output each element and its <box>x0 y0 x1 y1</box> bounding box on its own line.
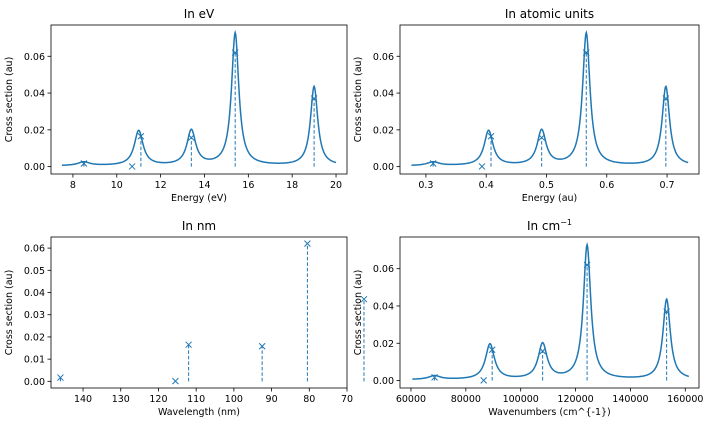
stick-marker <box>310 95 318 102</box>
stick-marker <box>663 308 670 315</box>
x-tick-label: 0.6 <box>599 180 614 191</box>
y-tick-label: 0.00 <box>24 162 45 173</box>
y-tick-label: 0.06 <box>373 264 394 275</box>
y-tick-label: 0.00 <box>373 162 394 173</box>
stick-marker <box>128 163 136 170</box>
spectrum-line <box>412 241 690 380</box>
subplot-4: In cm−160000 80000 100000 120000 140000 16000… <box>353 218 703 418</box>
stick-marker <box>137 132 145 140</box>
subplot-1: In eV 8 10 12 14 16 18 20 0.00 0.02 0.04 0.06 Energy… <box>4 7 348 204</box>
y-tick-label: 0.03 <box>24 310 45 321</box>
x-axis-label: Energy (eV) <box>171 193 227 204</box>
y-tick-label: 0.04 <box>373 301 394 312</box>
x-tick-label: 120000 <box>557 394 593 405</box>
axes-frame <box>399 236 700 389</box>
stick-marker <box>187 134 195 141</box>
x-tick-label: 16 <box>242 180 254 191</box>
x-tick-label: 140000 <box>612 394 648 405</box>
stick-marker <box>480 377 488 384</box>
subplot-title: In nm <box>182 219 216 233</box>
y-tick-label: 0.05 <box>24 266 45 277</box>
stick-marker <box>258 342 266 350</box>
y-tick-label: 0.02 <box>373 125 394 136</box>
y-tick-label: 0.02 <box>24 125 45 136</box>
x-tick-label: 80 <box>303 394 315 405</box>
x-tick-label: 80000 <box>451 394 481 405</box>
y-tick-label: 0.04 <box>373 89 394 100</box>
x-tick-label: 10 <box>111 180 123 191</box>
stick-marker <box>582 49 590 56</box>
y-tick-label: 0.00 <box>373 376 394 387</box>
x-tick-label: 100000 <box>503 394 539 405</box>
y-axis-label: Cross section (au) <box>4 270 15 356</box>
y-tick-label: 0.06 <box>24 52 45 63</box>
stick-marker <box>539 347 546 355</box>
x-tick-label: 18 <box>286 180 298 191</box>
y-tick-label: 0.04 <box>24 89 45 100</box>
x-tick-label: 0.5 <box>539 180 554 191</box>
y-tick-label: 0.00 <box>24 377 45 388</box>
stick-marker <box>478 163 486 170</box>
stick-marker <box>662 95 670 102</box>
y-tick-label: 0.01 <box>24 355 45 366</box>
x-axis-label: Wavelength (nm) <box>158 407 240 418</box>
axes-frame <box>50 24 348 175</box>
x-tick-label: 60000 <box>396 394 426 405</box>
x-tick-label: 140 <box>74 394 92 405</box>
y-tick-label: 0.02 <box>24 332 45 343</box>
stick-marker <box>360 295 368 303</box>
spectrum-line <box>61 29 337 166</box>
y-tick-label: 0.02 <box>373 339 394 350</box>
axes-frame <box>399 24 700 175</box>
x-axis-label: Energy (au) <box>522 193 578 204</box>
x-tick-label: 0.7 <box>659 180 674 191</box>
stick-marker <box>487 132 495 140</box>
stick-marker <box>185 341 192 349</box>
subplot-title-superscript: −1 <box>560 218 572 227</box>
stick-marker <box>583 261 591 269</box>
x-tick-label: 130 <box>112 394 130 405</box>
x-tick-label: 160000 <box>667 394 703 405</box>
y-axis-label: Cross section (au) <box>4 57 15 143</box>
x-tick-label: 12 <box>155 180 167 191</box>
subplot-title: In atomic units <box>505 7 594 21</box>
spectrum-line <box>411 29 689 166</box>
axes-frame <box>50 236 348 389</box>
x-tick-label: 100 <box>225 394 243 405</box>
x-tick-label: 8 <box>70 180 76 191</box>
y-tick-label: 0.06 <box>373 52 394 63</box>
x-axis-label: Wavenumbers (cm^{-1}) <box>488 407 611 418</box>
stick-marker <box>488 346 496 354</box>
stick-marker <box>57 374 64 381</box>
x-tick-label: 0.3 <box>418 180 433 191</box>
subplot-title: In eV <box>184 7 215 21</box>
y-tick-label: 0.06 <box>24 244 45 255</box>
stick-marker <box>231 49 239 56</box>
x-tick-label: 120 <box>149 394 167 405</box>
x-tick-label: 20 <box>330 180 342 191</box>
y-axis-label: Cross section (au) <box>353 57 364 143</box>
y-axis-label: Cross section (au) <box>353 270 364 356</box>
stick-marker <box>429 160 437 167</box>
x-tick-label: 90 <box>266 394 278 405</box>
subplot-2: In atomic units 0.3 0.4 0.5 0.6 0.7 0.00 0.02 0.… <box>353 7 700 204</box>
stick-marker <box>80 160 88 167</box>
x-tick-label: 14 <box>198 180 210 191</box>
subplot-3: In nm 140 130 120 110 100 90 80 70 0.00 0.01 0.02 0.… <box>4 219 368 418</box>
stick-marker <box>538 134 546 141</box>
x-tick-label: 110 <box>187 394 205 405</box>
stick-marker <box>172 377 179 385</box>
stick-marker <box>304 240 311 248</box>
stick-marker <box>431 374 438 381</box>
x-tick-label: 0.4 <box>479 180 494 191</box>
y-tick-label: 0.04 <box>24 288 45 299</box>
x-tick-label: 70 <box>341 394 353 405</box>
